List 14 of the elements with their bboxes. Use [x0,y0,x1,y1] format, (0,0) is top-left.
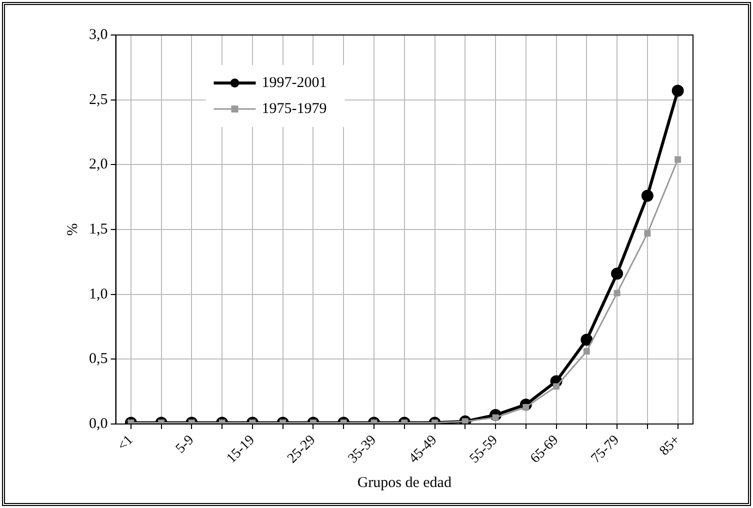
x-tick-label: <1 [115,432,136,454]
y-axis-title: % [64,223,81,236]
y-tick-label: 0,5 [89,351,108,368]
legend-label: 1997-2001 [262,74,327,91]
y-tick-label: 1,0 [89,286,108,302]
legend-label: 1975-1979 [262,100,327,117]
x-axis-title: Grupos de edad [357,474,452,491]
y-tick-label: 0,0 [89,416,108,432]
x-tick-label: 85+ [657,432,684,459]
y-tick-label: 2,0 [89,156,108,173]
x-tick-label: 5-9 [173,432,198,457]
y-tick-label: 3,0 [89,26,108,43]
y-tick-label: 1,5 [89,221,108,238]
y-tick-label: 2,5 [89,92,108,108]
